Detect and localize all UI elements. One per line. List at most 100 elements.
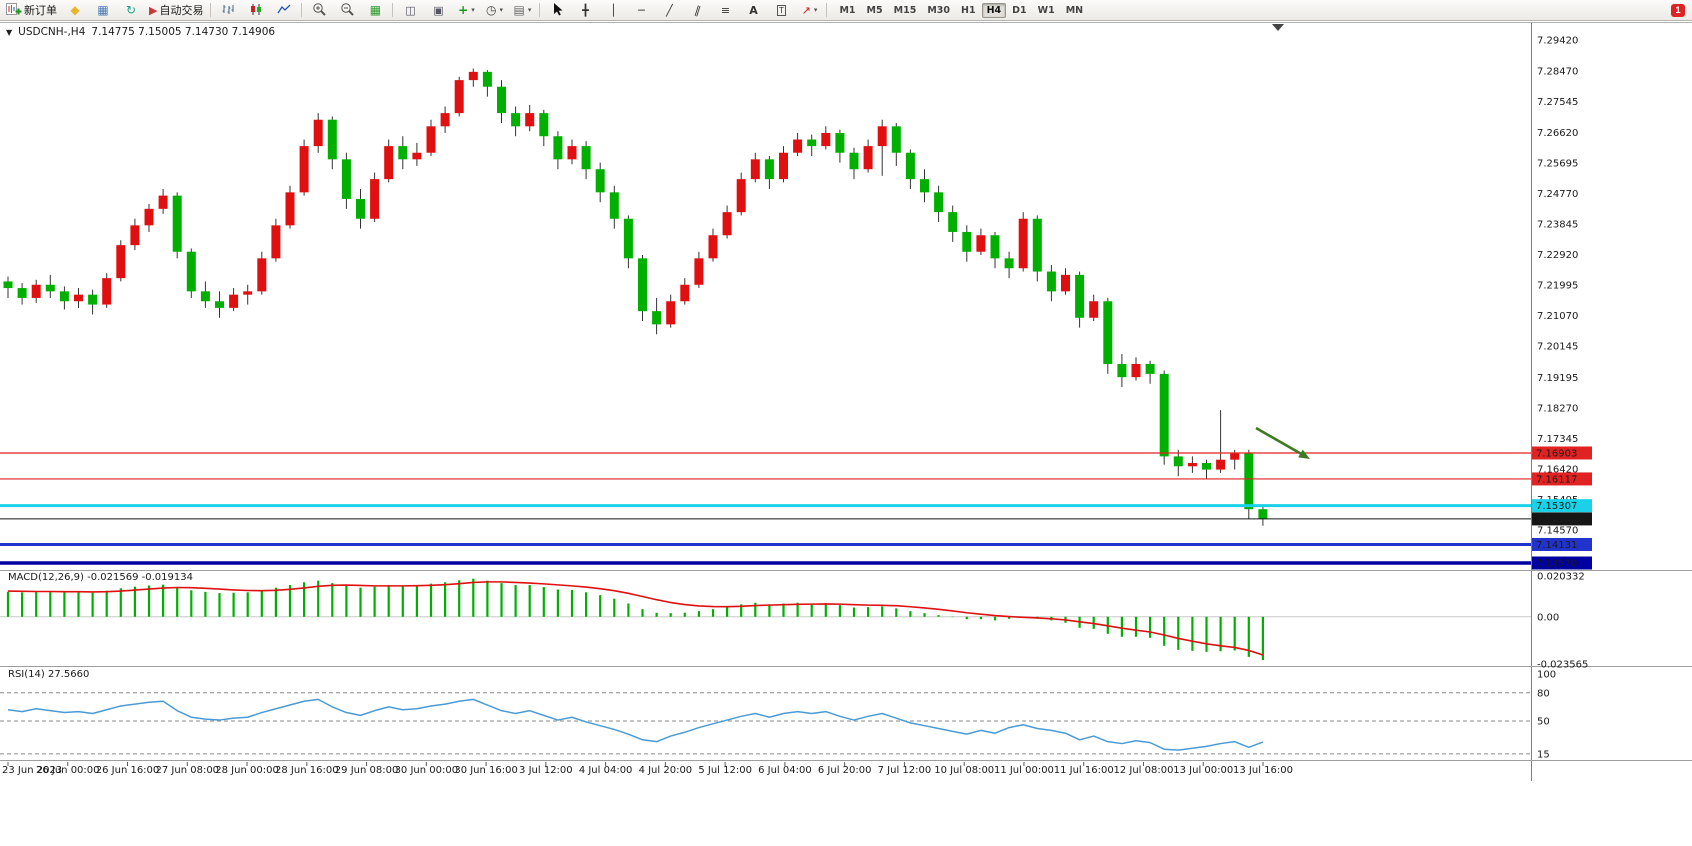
price-tag-7.15307 xyxy=(1532,499,1592,513)
add-indicator-icon: + xyxy=(458,2,469,17)
timeframe-group: M1 M5 M15 M30 H1 H4 D1 W1 MN xyxy=(834,2,1088,18)
market-watch-icon: ▦ xyxy=(97,2,109,17)
timeframe-button-m30[interactable]: M30 xyxy=(927,4,950,16)
timeframe-button-d1[interactable]: D1 xyxy=(1012,4,1027,16)
svg-text:7 Jul 12:00: 7 Jul 12:00 xyxy=(878,765,932,776)
crosshair-button[interactable]: ╋ xyxy=(571,1,599,20)
autotrading-label: 自动交易 xyxy=(159,4,204,17)
svg-text:30 Jun 00:00: 30 Jun 00:00 xyxy=(395,765,459,776)
text-icon: A xyxy=(749,3,758,17)
svg-text:23 Jun 2023: 23 Jun 2023 xyxy=(2,765,62,776)
zoom-in-button[interactable] xyxy=(305,1,333,20)
svg-text:30 Jun 16:00: 30 Jun 16:00 xyxy=(454,765,518,776)
timeframe-button-w1[interactable]: W1 xyxy=(1037,4,1055,16)
svg-text:4 Jul 20:00: 4 Jul 20:00 xyxy=(639,765,693,776)
svg-text:50: 50 xyxy=(1537,717,1550,728)
annotation-arrow[interactable] xyxy=(1255,426,1310,459)
horizontal-line-icon: ─ xyxy=(638,3,645,17)
toolbar-separator xyxy=(301,3,303,17)
crosshair-icon: ╋ xyxy=(582,3,589,17)
price-tag-7.16117 xyxy=(1532,472,1592,486)
text-button[interactable]: A xyxy=(739,1,767,20)
svg-text:7.16420: 7.16420 xyxy=(1537,464,1578,475)
arrange-windows-button[interactable]: ◫ xyxy=(396,1,424,20)
one-click-trading-toggle[interactable]: ▼ xyxy=(6,27,13,37)
new-order-button[interactable]: 新订单 xyxy=(2,1,61,20)
trendline-button[interactable]: ╱ xyxy=(655,1,683,20)
svg-text:7.22920: 7.22920 xyxy=(1537,250,1578,261)
arrows-button[interactable]: ↗ ▾ xyxy=(795,1,823,20)
svg-text:11 Jul 16:00: 11 Jul 16:00 xyxy=(1054,765,1114,776)
refresh-button[interactable]: ↻ xyxy=(117,1,145,20)
cascade-windows-button[interactable]: ▣ xyxy=(424,1,452,20)
svg-text:28 Jun 00:00: 28 Jun 00:00 xyxy=(215,765,279,776)
chart-shift-marker[interactable] xyxy=(1272,24,1284,31)
toolbar-separator xyxy=(392,3,394,17)
cursor-button[interactable] xyxy=(543,1,571,20)
svg-text:7.14570: 7.14570 xyxy=(1537,525,1578,536)
svg-text:7.17345: 7.17345 xyxy=(1537,434,1578,445)
new-order-label: 新订单 xyxy=(24,4,57,17)
metaeditor-button[interactable]: ◆ xyxy=(61,1,89,20)
svg-text:26 Jun 16:00: 26 Jun 16:00 xyxy=(96,765,160,776)
indicators-button[interactable]: + ▾ xyxy=(452,1,480,20)
fibonacci-button[interactable]: ≡ xyxy=(711,1,739,20)
zoom-out-button[interactable] xyxy=(333,1,361,20)
rsi-line xyxy=(7,698,1264,751)
svg-text:7.25695: 7.25695 xyxy=(1537,158,1578,169)
svg-text:5 Jul 12:00: 5 Jul 12:00 xyxy=(698,765,752,776)
timeframe-button-m5[interactable]: M5 xyxy=(866,4,883,16)
svg-text:7.28470: 7.28470 xyxy=(1537,67,1578,78)
timeframe-button-m1[interactable]: M1 xyxy=(839,4,856,16)
svg-text:6 Jul 20:00: 6 Jul 20:00 xyxy=(818,765,872,776)
candlesticks xyxy=(3,68,1268,526)
horizontal-line-button[interactable]: ─ xyxy=(627,1,655,20)
tile-windows-button[interactable]: ▦ xyxy=(361,1,389,20)
svg-text:7.18270: 7.18270 xyxy=(1537,403,1578,414)
svg-text:7.20145: 7.20145 xyxy=(1537,341,1578,352)
periods-button[interactable]: ◷ ▾ xyxy=(480,1,508,20)
svg-text:29 Jun 08:00: 29 Jun 08:00 xyxy=(335,765,399,776)
candlestick-chart-icon xyxy=(249,3,263,18)
channel-button[interactable]: ∥ xyxy=(683,1,711,20)
templates-button[interactable]: ▤ ▾ xyxy=(508,1,536,20)
channel-icon: ∥ xyxy=(692,2,703,18)
timeframe-button-mn[interactable]: MN xyxy=(1065,4,1084,16)
toolbar-separator xyxy=(826,3,828,17)
candlestick-chart-button[interactable] xyxy=(242,1,270,20)
svg-text:80: 80 xyxy=(1537,688,1550,699)
svg-text:7.21070: 7.21070 xyxy=(1537,311,1578,322)
svg-text:0.00: 0.00 xyxy=(1537,612,1559,623)
market-watch-button[interactable]: ▦ xyxy=(89,1,117,20)
svg-text:26 Jun 00:00: 26 Jun 00:00 xyxy=(36,765,100,776)
chart-symbol-period: USDCNH-,H4 xyxy=(18,26,86,38)
price-axis: 7.29420 7.28470 7.27545 7.26620 7.25695 7.247… xyxy=(1537,35,1578,536)
text-label-icon: T xyxy=(777,4,786,16)
line-chart-button[interactable] xyxy=(270,1,298,20)
svg-text:7.27545: 7.27545 xyxy=(1537,97,1578,108)
svg-text:28 Jun 16:00: 28 Jun 16:00 xyxy=(275,765,339,776)
alerts-badge[interactable]: 1 xyxy=(1671,3,1685,17)
vertical-line-button[interactable]: │ xyxy=(599,1,627,20)
trendline-icon: ╱ xyxy=(666,3,673,17)
timeframe-button-h4[interactable]: H4 xyxy=(981,2,1007,18)
svg-text:13 Jul 16:00: 13 Jul 16:00 xyxy=(1233,765,1293,776)
toolbar-separator xyxy=(539,3,541,17)
svg-text:7.24770: 7.24770 xyxy=(1537,189,1578,200)
svg-text:7.19195: 7.19195 xyxy=(1537,373,1578,384)
bar-chart-button[interactable] xyxy=(214,1,242,20)
chart-ohlc-values: 7.14775 7.15005 7.14730 7.14906 xyxy=(91,26,276,38)
text-label-button[interactable]: T xyxy=(767,1,795,20)
tile-windows-icon: ▦ xyxy=(369,2,382,17)
bar-chart-icon xyxy=(221,3,235,18)
chart-header: ▼ USDCNH-,H4 7.14775 7.15005 7.14730 7.1… xyxy=(6,26,275,38)
vertical-line-icon: │ xyxy=(610,3,617,17)
svg-text:7.15307: 7.15307 xyxy=(1536,501,1577,512)
autotrading-button[interactable]: ▶ 自动交易 xyxy=(145,1,207,20)
price-tag-7.14906 xyxy=(1532,512,1592,526)
macd-histogram xyxy=(6,578,1265,661)
timeframe-button-m15[interactable]: M15 xyxy=(893,4,917,16)
timeframe-button-h1[interactable]: H1 xyxy=(961,4,976,16)
